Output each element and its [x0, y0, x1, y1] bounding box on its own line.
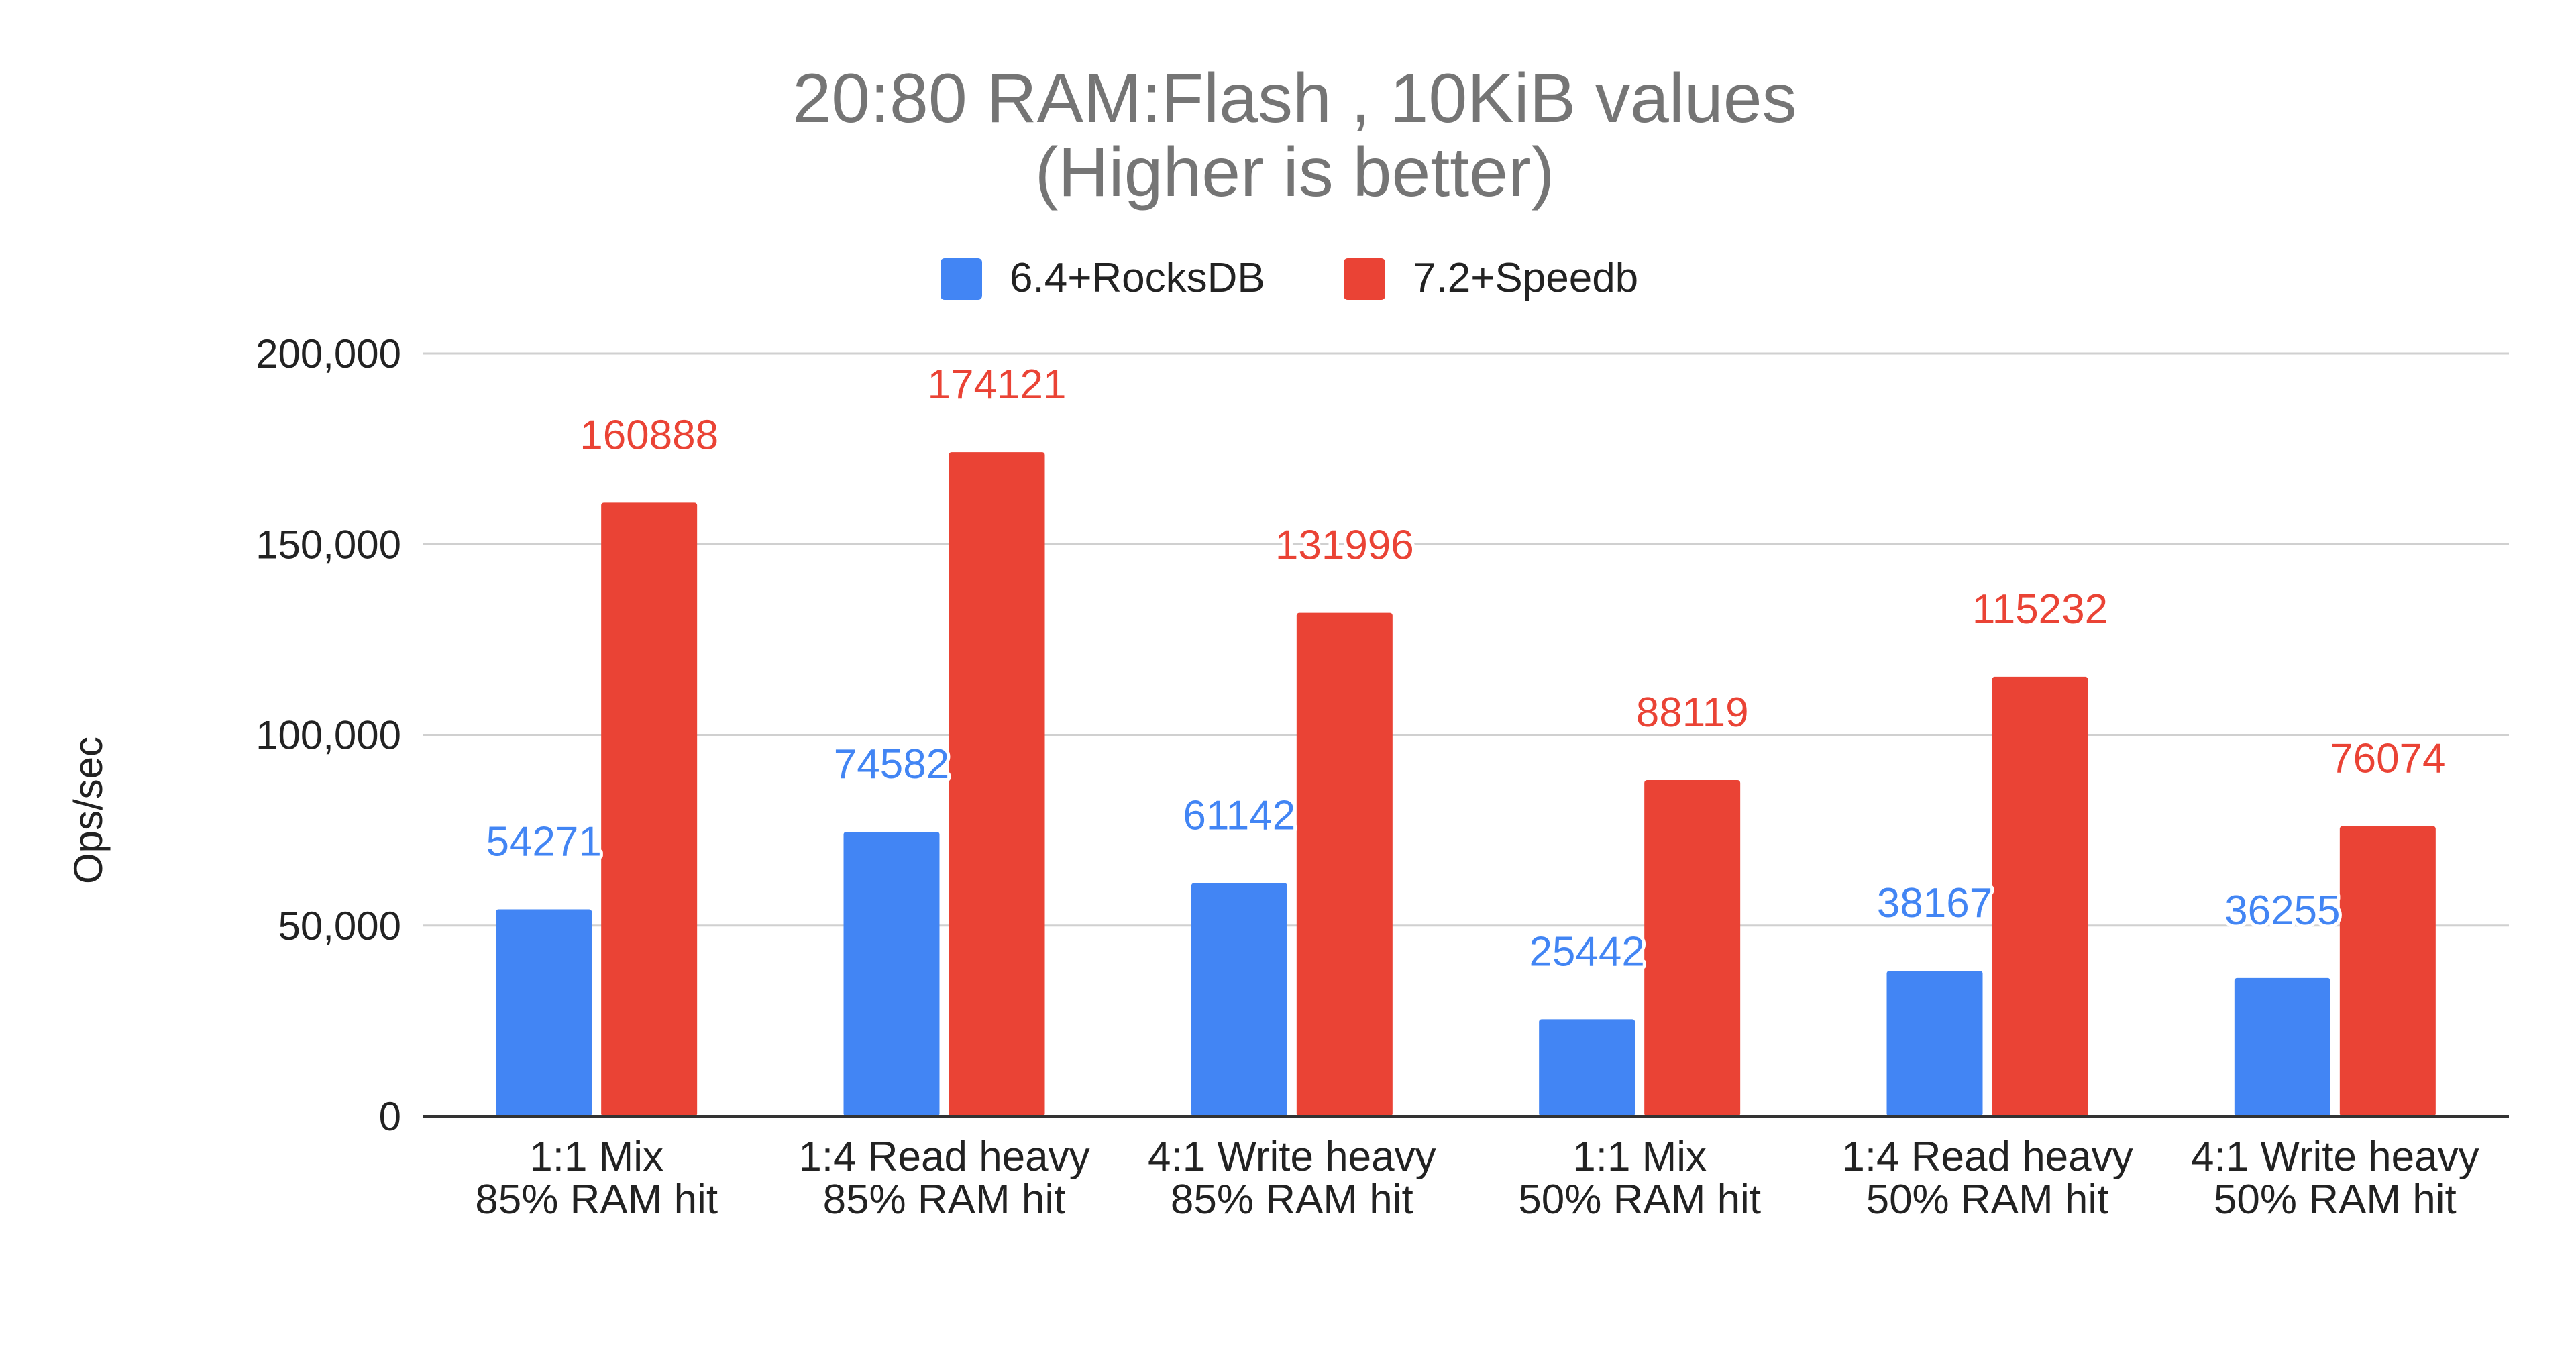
bar-6-4-rocksdb-5	[2234, 977, 2330, 1116]
bar-7-2-speedb-5	[2339, 826, 2436, 1116]
gridlines	[423, 352, 2509, 927]
data-label-6-4-rocksdb-0: 54271	[486, 818, 601, 865]
bar-6-4-rocksdb-2	[1191, 883, 1287, 1116]
data-label-6-4-rocksdb-3: 25442	[1529, 928, 1644, 975]
bar-6-4-rocksdb-0	[496, 909, 592, 1116]
data-labels: 54271 160888 74582 174121 61142 131996 25442 88…	[482, 358, 2449, 978]
bar-7-2-speedb-3	[1644, 780, 1741, 1116]
y-tick-label-4: 200,000	[256, 331, 401, 376]
x-category-label-0-line-0: 1:1 Mix	[529, 1134, 663, 1180]
chart-title: 20:80 RAM:Flash , 10KiB values (Higher i…	[792, 60, 1796, 211]
bar-6-4-rocksdb-1	[843, 832, 940, 1116]
data-label-6-4-rocksdb-1: 74582	[834, 741, 949, 788]
y-tick-label-3: 150,000	[256, 522, 401, 567]
bar-7-2-speedb-2	[1296, 612, 1393, 1116]
x-category-label-1-line-0: 1:4 Read heavy	[798, 1134, 1089, 1180]
x-category-label-3-line-0: 1:1 Mix	[1572, 1134, 1707, 1180]
chart-subtitle-line: (Higher is better)	[1035, 133, 1554, 211]
x-category-label-2-line-0: 4:1 Write heavy	[1148, 1134, 1436, 1180]
legend-label-speedb: 7.2+Speedb	[1413, 255, 1638, 301]
data-label-7-2-speedb-3: 88119	[1636, 690, 1749, 736]
x-category-label-1-line-1: 85% RAM hit	[823, 1177, 1066, 1223]
y-axis-ticks: 0 50,000 100,000 150,000 200,000	[256, 331, 401, 1139]
x-category-label-5-line-1: 50% RAM hit	[2214, 1177, 2457, 1223]
data-label-7-2-speedb-1: 174121	[928, 362, 1067, 408]
data-label-6-4-rocksdb-2: 61142	[1183, 792, 1295, 839]
y-tick-label-2: 100,000	[256, 713, 401, 758]
legend-label-rocksdb: 6.4+RocksDB	[1010, 255, 1265, 301]
y-tick-label-0: 0	[379, 1094, 401, 1139]
data-label-7-2-speedb-2: 131996	[1275, 523, 1414, 569]
data-label-7-2-speedb-5: 76074	[2330, 736, 2445, 782]
x-category-label-2-line-1: 85% RAM hit	[1171, 1177, 1413, 1223]
data-label-6-4-rocksdb-5: 36255	[2224, 887, 2340, 934]
data-label-6-4-rocksdb-4: 38167	[1877, 880, 1992, 926]
x-category-label-0-line-1: 85% RAM hit	[475, 1177, 718, 1223]
data-label-7-2-speedb-4: 115232	[1972, 586, 2108, 633]
x-category-label-4-line-0: 1:4 Read heavy	[1841, 1134, 2133, 1180]
bar-7-2-speedb-1	[949, 452, 1045, 1116]
bars	[496, 452, 2436, 1116]
x-category-label-3-line-1: 50% RAM hit	[1518, 1177, 1761, 1223]
y-axis-title: Ops/sec	[66, 737, 111, 884]
x-category-label-5-line-0: 4:1 Write heavy	[2191, 1134, 2479, 1180]
y-tick-label-1: 50,000	[278, 904, 401, 949]
x-category-label-4-line-1: 50% RAM hit	[1866, 1177, 2109, 1223]
data-label-7-2-speedb-0: 160888	[580, 412, 718, 458]
bar-7-2-speedb-4	[1992, 676, 2088, 1116]
bar-6-4-rocksdb-3	[1539, 1019, 1635, 1116]
bar-6-4-rocksdb-4	[1886, 971, 1983, 1116]
bar-7-2-speedb-0	[601, 502, 698, 1116]
chart-title-line: 20:80 RAM:Flash , 10KiB values	[792, 60, 1796, 138]
legend: 6.4+RocksDB 7.2+Speedb	[941, 255, 1638, 301]
legend-swatch-rocksdb	[941, 258, 982, 300]
legend-swatch-speedb	[1344, 258, 1385, 300]
